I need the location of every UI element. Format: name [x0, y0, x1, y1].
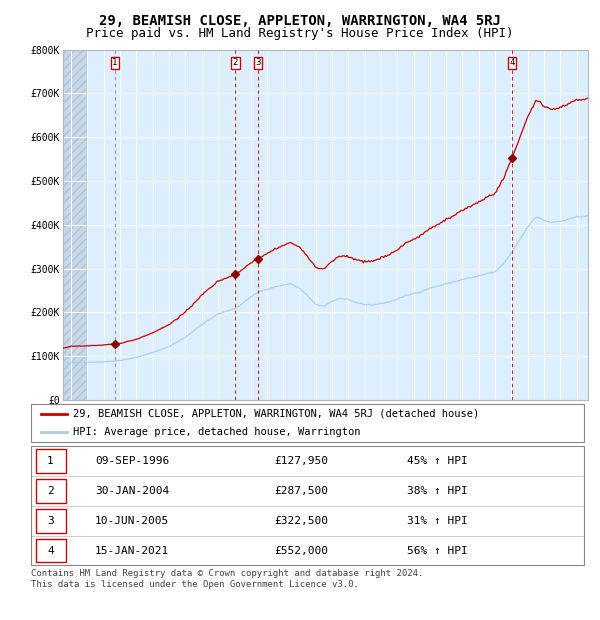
Text: £287,500: £287,500 [275, 486, 329, 496]
Text: £127,950: £127,950 [275, 456, 329, 466]
Bar [63, 50, 86, 400]
Text: 29, BEAMISH CLOSE, APPLETON, WARRINGTON, WA4 5RJ (detached house): 29, BEAMISH CLOSE, APPLETON, WARRINGTON,… [73, 409, 479, 419]
Text: 2: 2 [47, 486, 54, 496]
FancyBboxPatch shape [31, 476, 584, 506]
Text: Price paid vs. HM Land Registry's House Price Index (HPI): Price paid vs. HM Land Registry's House … [86, 27, 514, 40]
Text: 3: 3 [47, 516, 54, 526]
Text: 38% ↑ HPI: 38% ↑ HPI [407, 486, 468, 496]
Text: 10-JUN-2005: 10-JUN-2005 [95, 516, 169, 526]
Text: 4: 4 [509, 58, 515, 68]
FancyBboxPatch shape [35, 539, 66, 562]
Text: £552,000: £552,000 [275, 546, 329, 556]
Text: 4: 4 [47, 546, 54, 556]
FancyBboxPatch shape [35, 509, 66, 533]
FancyBboxPatch shape [31, 506, 584, 536]
Text: 3: 3 [255, 58, 260, 68]
Text: 1: 1 [47, 456, 54, 466]
Text: 31% ↑ HPI: 31% ↑ HPI [407, 516, 468, 526]
FancyBboxPatch shape [31, 404, 584, 442]
Text: 45% ↑ HPI: 45% ↑ HPI [407, 456, 468, 466]
Text: £322,500: £322,500 [275, 516, 329, 526]
Text: 56% ↑ HPI: 56% ↑ HPI [407, 546, 468, 556]
Text: HPI: Average price, detached house, Warrington: HPI: Average price, detached house, Warr… [73, 427, 360, 436]
Text: 29, BEAMISH CLOSE, APPLETON, WARRINGTON, WA4 5RJ: 29, BEAMISH CLOSE, APPLETON, WARRINGTON,… [99, 14, 501, 28]
Text: 30-JAN-2004: 30-JAN-2004 [95, 486, 169, 496]
Text: 15-JAN-2021: 15-JAN-2021 [95, 546, 169, 556]
FancyBboxPatch shape [31, 536, 584, 565]
Text: 1: 1 [112, 58, 118, 68]
FancyBboxPatch shape [31, 446, 584, 476]
Text: 2: 2 [233, 58, 238, 68]
Text: Contains HM Land Registry data © Crown copyright and database right 2024.
This d: Contains HM Land Registry data © Crown c… [31, 569, 424, 588]
Text: 09-SEP-1996: 09-SEP-1996 [95, 456, 169, 466]
FancyBboxPatch shape [35, 479, 66, 503]
FancyBboxPatch shape [35, 450, 66, 473]
